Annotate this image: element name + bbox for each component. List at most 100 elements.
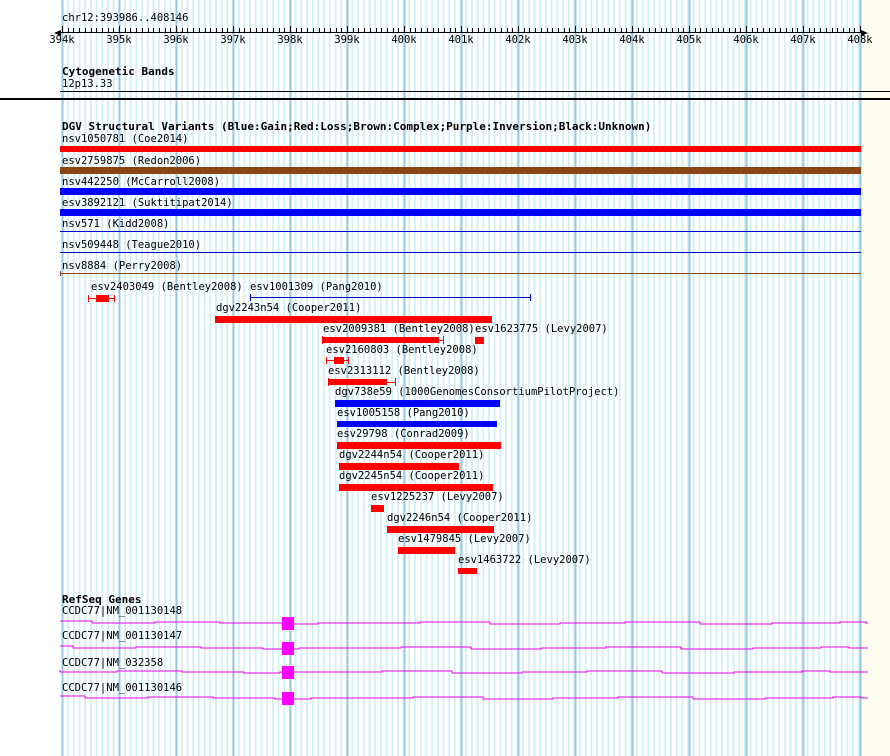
variant-feature-bar[interactable]: [323, 337, 439, 343]
gene-intron-line[interactable]: [60, 695, 868, 703]
ruler-minor-tick: [751, 28, 753, 32]
variant-feature-bar[interactable]: [60, 252, 861, 253]
right-margin: [862, 0, 890, 756]
ruler-minor-tick: [552, 28, 554, 32]
variant-label: nsv571 (Kidd2008): [62, 218, 170, 230]
gene-intron-line[interactable]: [60, 645, 868, 653]
variant-feature-bar[interactable]: [60, 188, 861, 195]
ruler-minor-tick: [569, 28, 571, 32]
variant-label: dgv2244n54 (Cooper2011): [339, 449, 485, 461]
variant-feature-bar[interactable]: [348, 357, 349, 364]
variant-label: esv1225237 (Levy2007): [371, 491, 504, 503]
ruler-major-tick: [119, 26, 120, 32]
ruler-minor-tick: [820, 28, 822, 32]
ruler-major-tick: [746, 26, 747, 32]
variant-feature-bar[interactable]: [339, 463, 459, 470]
region-coordinates-label: chr12:393986..408146: [62, 12, 189, 24]
ruler-minor-tick: [73, 28, 75, 32]
gene-intron-line[interactable]: [59, 669, 868, 677]
ruler-minor-tick: [204, 28, 206, 32]
variant-feature-bar[interactable]: [443, 336, 444, 344]
ruler-minor-tick: [369, 28, 371, 32]
ruler-tick-label: 403k: [562, 34, 588, 46]
ruler-minor-tick: [364, 28, 366, 32]
variant-feature-bar[interactable]: [395, 378, 396, 386]
variant-feature-bar[interactable]: [530, 294, 531, 301]
ruler-minor-tick: [181, 28, 183, 32]
variant-feature-bar[interactable]: [60, 146, 861, 152]
ruler-tick-label: 394k: [49, 34, 75, 46]
ruler-minor-tick: [130, 28, 132, 32]
ruler-minor-tick: [500, 28, 502, 32]
ruler-minor-tick: [307, 28, 309, 32]
ruler-minor-tick: [438, 28, 440, 32]
gene-exon-box[interactable]: [282, 692, 294, 705]
variant-feature-bar[interactable]: [114, 295, 115, 302]
ruler-minor-tick: [848, 28, 850, 32]
variant-feature-bar[interactable]: [398, 547, 455, 554]
ruler-major-tick: [290, 26, 291, 32]
variant-feature-bar[interactable]: [60, 209, 861, 216]
variant-feature-bar[interactable]: [387, 526, 494, 533]
cytoband-track-bottom-line[interactable]: [0, 98, 890, 100]
gene-exon-box[interactable]: [282, 642, 294, 655]
variant-feature-bar[interactable]: [339, 484, 493, 491]
variant-feature-bar[interactable]: [88, 295, 89, 302]
ruler-minor-tick: [592, 28, 594, 32]
variant-feature-bar[interactable]: [337, 442, 501, 449]
ruler-minor-tick: [649, 28, 651, 32]
gene-exon-box[interactable]: [282, 666, 294, 679]
variant-feature-bar[interactable]: [387, 382, 395, 383]
ruler-minor-tick: [295, 28, 297, 32]
ruler-left-arrow-icon: [54, 29, 61, 36]
ruler-minor-tick: [597, 28, 599, 32]
variant-label: esv2160803 (Bentley2008): [326, 344, 478, 356]
ruler-minor-tick: [694, 28, 696, 32]
variant-label: esv2403049 (Bentley2008): [91, 281, 243, 293]
ruler-minor-tick: [495, 28, 497, 32]
ruler-minor-tick: [768, 28, 770, 32]
ruler-minor-tick: [723, 28, 725, 32]
ruler-minor-tick: [250, 28, 252, 32]
variant-feature-bar[interactable]: [371, 505, 384, 512]
ruler-minor-tick: [478, 28, 480, 32]
variant-feature-bar[interactable]: [215, 316, 492, 323]
variant-feature-bar[interactable]: [337, 421, 497, 427]
variant-feature-bar[interactable]: [60, 231, 861, 232]
variant-feature-bar[interactable]: [475, 337, 484, 344]
ruler-minor-tick: [580, 28, 582, 32]
ruler-tick-label: 407k: [790, 34, 816, 46]
ruler-minor-tick: [210, 28, 212, 32]
gene-label: CCDC77|NM_001130148: [62, 605, 183, 617]
ruler-tick-label: 400k: [391, 34, 417, 46]
cytoband-label: 12p13.33: [62, 78, 113, 90]
variant-feature-bar[interactable]: [322, 336, 323, 344]
gene-intron-line[interactable]: [60, 620, 868, 628]
gene-exon-box[interactable]: [282, 617, 294, 630]
variant-feature-bar[interactable]: [335, 400, 500, 407]
variant-feature-bar[interactable]: [328, 378, 329, 386]
ruler-minor-tick: [136, 28, 138, 32]
cytoband-track-top-line[interactable]: [60, 91, 890, 92]
variant-feature-bar[interactable]: [326, 357, 327, 364]
ruler-minor-tick: [563, 28, 565, 32]
ruler-minor-tick: [489, 28, 491, 32]
variant-feature-bar[interactable]: [334, 357, 344, 364]
variant-feature-bar[interactable]: [60, 273, 861, 274]
variant-label: esv3892121 (Suktitipat2014): [62, 197, 233, 209]
ruler-tick-label: 401k: [448, 34, 474, 46]
variant-label: esv2009381 (Bentley2008): [323, 323, 475, 335]
ruler-minor-tick: [392, 28, 394, 32]
ruler-tick-label: 408k: [847, 34, 873, 46]
variant-feature-bar[interactable]: [329, 379, 387, 385]
ruler-major-tick: [461, 26, 462, 32]
variant-feature-bar[interactable]: [60, 167, 861, 174]
ruler-minor-tick: [84, 28, 86, 32]
variant-feature-bar[interactable]: [96, 295, 109, 302]
ruler-minor-tick: [780, 28, 782, 32]
variant-feature-bar[interactable]: [439, 340, 443, 341]
ruler-minor-tick: [660, 28, 662, 32]
variant-feature-bar[interactable]: [250, 297, 531, 298]
ruler-minor-tick: [398, 28, 400, 32]
variant-feature-bar[interactable]: [458, 568, 477, 574]
